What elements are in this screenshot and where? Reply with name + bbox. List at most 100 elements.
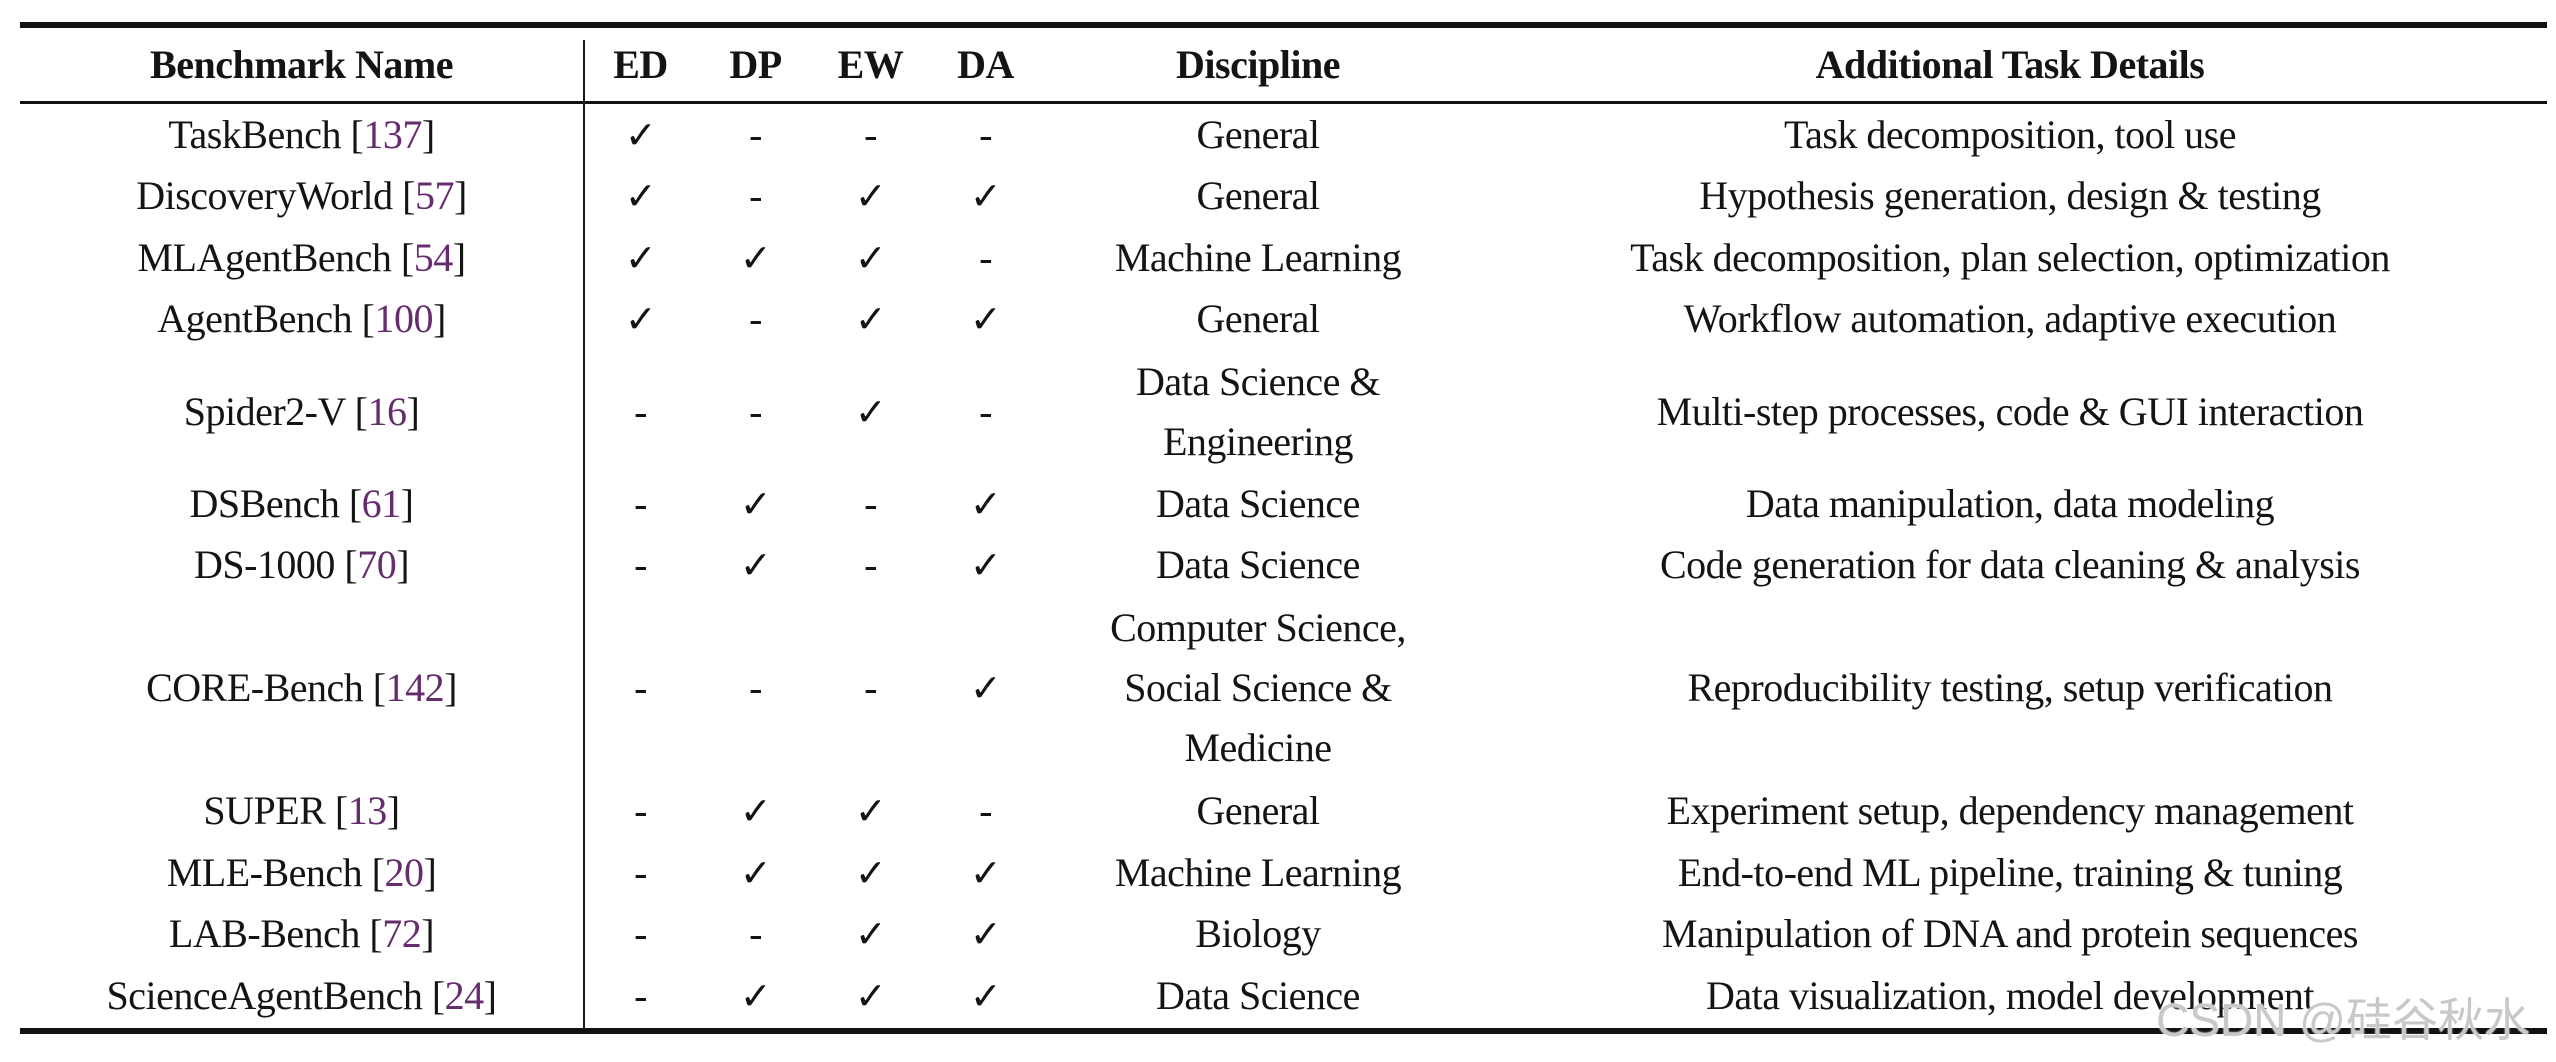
check-cell-dp: -: [698, 289, 813, 349]
column-header-benchmark-name: Benchmark Name: [150, 41, 453, 87]
check-cell-da: ✓: [928, 904, 1043, 964]
dash-mark: -: [634, 388, 647, 434]
check-cell-dp: ✓: [698, 843, 813, 903]
check-cell-ed: -: [583, 382, 698, 442]
check-cell-dp: -: [698, 904, 813, 964]
check-cell-da: ✓: [928, 535, 1043, 595]
header-underline-rule: [20, 101, 2547, 104]
citation-link[interactable]: 61: [361, 480, 402, 526]
check-icon: ✓: [854, 389, 887, 434]
check-icon: ✓: [969, 666, 1002, 711]
citation-link[interactable]: 100: [374, 296, 433, 342]
check-icon: ✓: [969, 850, 1002, 895]
citation-link[interactable]: 70: [357, 542, 397, 588]
table-row: LAB-Bench [72] - - ✓ ✓ Biology Manipulation of…: [20, 904, 2547, 966]
check-icon: ✓: [739, 789, 772, 834]
dash-mark: -: [864, 480, 877, 526]
check-cell-ew: ✓: [813, 166, 928, 226]
check-cell-ew: ✓: [813, 228, 928, 288]
check-cell-ed: ✓: [583, 228, 698, 288]
table-row: AgentBench [100] ✓ - ✓ ✓ General Workflow auto…: [20, 289, 2547, 351]
task-details-cell: Data visualization, model development: [1706, 972, 2314, 1018]
column-header-additional-task-details: Additional Task Details: [1815, 41, 2205, 87]
task-details-cell: Reproducibility testing, setup verificat…: [1687, 665, 2333, 711]
discipline-cell: Machine Learning: [1114, 234, 1402, 280]
citation-link[interactable]: 72: [382, 911, 422, 957]
check-icon: ✓: [854, 297, 887, 342]
citation-link[interactable]: 57: [414, 173, 455, 219]
task-details-cell: End-to-end ML pipeline, training & tunin…: [1677, 849, 2343, 895]
check-cell-ew: -: [813, 535, 928, 595]
task-details-cell: Task decomposition, plan selection, opti…: [1630, 234, 2390, 280]
benchmark-name-cell: SUPER [13]: [203, 788, 400, 834]
table-row: ScienceAgentBench [24] - ✓ ✓ ✓ Data Science Da…: [20, 965, 2547, 1027]
table-row: Spider2-V [16] - - ✓ - Data Science & Engineer…: [20, 350, 2547, 473]
check-icon: ✓: [969, 973, 1002, 1018]
table-row: MLAgentBench [54] ✓ ✓ ✓ - Machine Learning Tas…: [20, 227, 2547, 289]
column-header-discipline: Discipline: [1176, 41, 1340, 87]
discipline-cell: Biology: [1195, 911, 1321, 957]
citation-link[interactable]: 13: [347, 788, 388, 834]
check-cell-da: ✓: [928, 658, 1043, 718]
check-cell-da: ✓: [928, 166, 1043, 226]
check-cell-ew: -: [813, 105, 928, 165]
check-cell-ed: -: [583, 904, 698, 964]
dash-mark: -: [749, 296, 762, 342]
citation-link[interactable]: 142: [385, 665, 445, 711]
check-cell-dp: ✓: [698, 781, 813, 841]
citation-link[interactable]: 54: [413, 234, 454, 280]
check-cell-ed: -: [583, 535, 698, 595]
task-details-cell: Multi-step processes, code & GUI interac…: [1656, 388, 2364, 434]
dash-mark: -: [634, 542, 647, 588]
dash-mark: -: [864, 542, 877, 588]
table-row: MLE-Bench [20] - ✓ ✓ ✓ Machine Learning End-to…: [20, 842, 2547, 904]
discipline-cell: Data Science: [1156, 972, 1360, 1018]
table-row: CORE-Bench [142] - - - ✓ Computer Science, Soc…: [20, 596, 2547, 781]
dash-mark: -: [634, 665, 647, 711]
benchmark-name-cell: TaskBench [137]: [168, 111, 435, 157]
dash-mark: -: [634, 911, 647, 957]
check-cell-dp: -: [698, 658, 813, 718]
check-cell-ed: ✓: [583, 166, 698, 226]
check-icon: ✓: [854, 973, 887, 1018]
check-cell-da: -: [928, 105, 1043, 165]
check-icon: ✓: [969, 297, 1002, 342]
citation-link[interactable]: 20: [384, 849, 424, 895]
dash-mark: -: [979, 788, 992, 834]
benchmark-name-cell: LAB-Bench [72]: [168, 911, 435, 957]
table-row: TaskBench [137] ✓ - - - General Task decomposi…: [20, 104, 2547, 166]
check-cell-ed: -: [583, 474, 698, 534]
watermark: CSDN @硅谷秋水: [2156, 994, 2530, 1046]
table-row: DiscoveryWorld [57] ✓ - ✓ ✓ General Hypothesis…: [20, 166, 2547, 228]
check-cell-da: -: [928, 781, 1043, 841]
table-row: SUPER [13] - ✓ ✓ - General Experiment setup, d…: [20, 781, 2547, 843]
benchmark-name-cell: DiscoveryWorld [57]: [136, 173, 467, 219]
column-header-ew: EW: [837, 41, 904, 87]
check-cell-ew: ✓: [813, 289, 928, 349]
check-icon: ✓: [969, 912, 1002, 957]
citation-link[interactable]: 137: [363, 111, 422, 157]
dash-mark: -: [749, 111, 762, 157]
dash-mark: -: [634, 849, 647, 895]
citation-link[interactable]: 24: [444, 972, 485, 1018]
check-cell-ew: ✓: [813, 904, 928, 964]
discipline-cell: General: [1196, 296, 1320, 342]
check-cell-ew: ✓: [813, 843, 928, 903]
check-cell-dp: -: [698, 105, 813, 165]
citation-link[interactable]: 16: [367, 388, 407, 434]
dash-mark: -: [979, 388, 992, 434]
benchmark-name-cell: MLAgentBench [54]: [137, 234, 466, 280]
check-icon: ✓: [624, 174, 657, 219]
top-rule: [20, 22, 2547, 28]
dash-mark: -: [634, 480, 647, 526]
check-icon: ✓: [739, 973, 772, 1018]
check-cell-da: -: [928, 382, 1043, 442]
task-details-cell: Data manipulation, data modeling: [1745, 480, 2275, 526]
check-icon: ✓: [854, 789, 887, 834]
check-icon: ✓: [969, 481, 1002, 526]
task-details-cell: Workflow automation, adaptive execution: [1683, 296, 2337, 342]
check-icon: ✓: [624, 235, 657, 280]
discipline-cell: General: [1196, 173, 1320, 219]
discipline-cell: Data Science: [1156, 480, 1360, 526]
task-details-cell: Task decomposition, tool use: [1783, 111, 2237, 157]
